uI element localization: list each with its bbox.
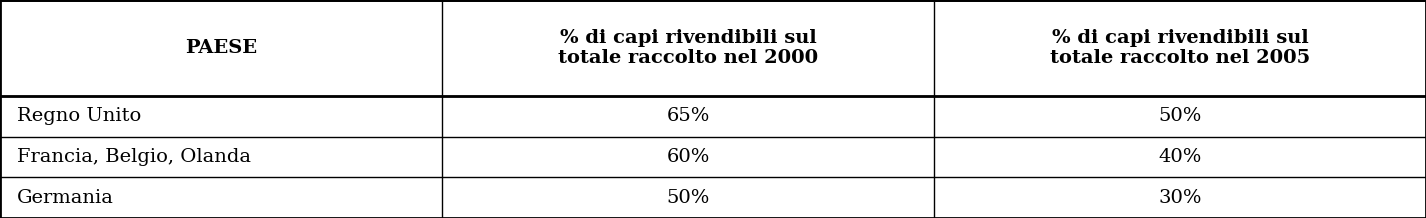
- Text: Francia, Belgio, Olanda: Francia, Belgio, Olanda: [17, 148, 251, 166]
- Bar: [934, 137, 1426, 177]
- Text: 50%: 50%: [1158, 107, 1202, 125]
- Bar: [442, 177, 934, 218]
- Text: % di capi rivendibili sul
totale raccolto nel 2005: % di capi rivendibili sul totale raccolt…: [1050, 29, 1310, 67]
- Bar: [934, 96, 1426, 137]
- Text: 60%: 60%: [666, 148, 710, 166]
- Bar: [0, 96, 442, 137]
- Bar: [0, 0, 442, 96]
- Bar: [442, 0, 934, 96]
- Text: 30%: 30%: [1158, 189, 1202, 207]
- Bar: [0, 137, 442, 177]
- Bar: [934, 177, 1426, 218]
- Text: Regno Unito: Regno Unito: [17, 107, 141, 125]
- Bar: [442, 96, 934, 137]
- Text: % di capi rivendibili sul
totale raccolto nel 2000: % di capi rivendibili sul totale raccolt…: [558, 29, 819, 67]
- Bar: [934, 0, 1426, 96]
- Text: 65%: 65%: [666, 107, 710, 125]
- Text: Germania: Germania: [17, 189, 114, 207]
- Bar: [0, 177, 442, 218]
- Text: PAESE: PAESE: [185, 39, 257, 57]
- Text: 50%: 50%: [666, 189, 710, 207]
- Text: 40%: 40%: [1158, 148, 1202, 166]
- Bar: [442, 137, 934, 177]
